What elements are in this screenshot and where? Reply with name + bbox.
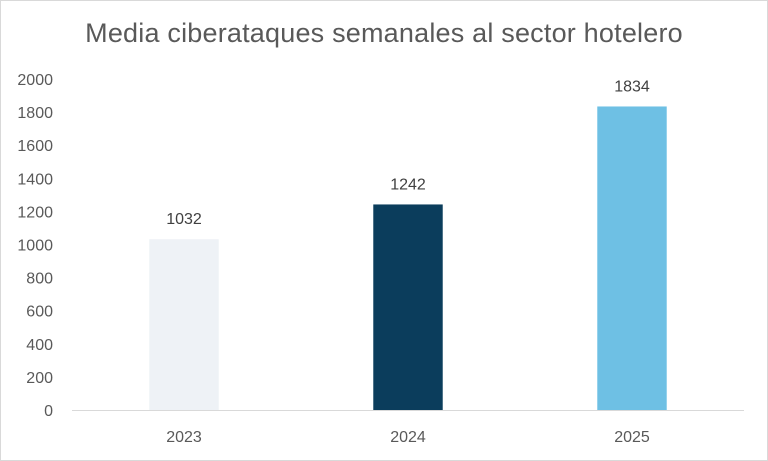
chart-title: Media ciberataques semanales al sector h… [85,18,683,48]
y-tick-label: 0 [44,403,53,420]
y-tick-label: 1200 [17,204,53,221]
data-label-2025: 1834 [614,78,650,95]
y-tick-label: 600 [26,304,53,321]
y-tick-label: 400 [26,337,53,354]
x-tick-label: 2024 [390,429,426,446]
bar-2023 [149,239,219,410]
y-tick-label: 800 [26,271,53,288]
y-tick-label: 1600 [17,138,53,155]
data-label-2024: 1242 [390,176,426,193]
y-tick-label: 1800 [17,105,53,122]
bars [149,106,667,411]
x-axis: 2023 2024 2025 [166,429,650,446]
x-tick-label: 2023 [166,429,202,446]
y-tick-label: 1000 [17,238,53,255]
y-axis: 0 200 400 600 800 1000 1200 1400 1600 1800 2000 [17,72,53,420]
bar-2024 [373,204,443,410]
data-labels: 1032 1242 1834 [166,78,650,228]
bar-2025 [597,106,667,411]
x-tick-label: 2025 [614,429,650,446]
y-tick-label: 2000 [17,72,53,89]
y-tick-label: 1400 [17,171,53,188]
data-label-2023: 1032 [166,211,202,228]
y-tick-label: 200 [26,370,53,387]
